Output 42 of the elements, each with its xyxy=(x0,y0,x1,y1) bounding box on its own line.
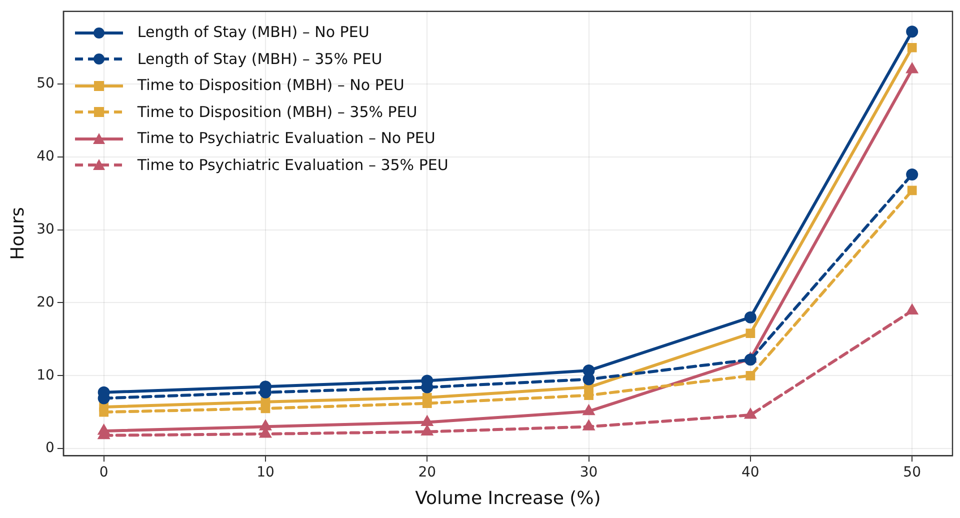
point xyxy=(260,397,270,407)
point xyxy=(745,409,756,419)
y-tick-label: 0 xyxy=(45,440,54,456)
point xyxy=(906,26,918,38)
point xyxy=(907,42,917,52)
y-tick-label: 20 xyxy=(36,294,54,310)
x-tick-label: 20 xyxy=(418,464,436,481)
point xyxy=(422,416,433,426)
legend-label: Time to Psychiatric Evaluation – 35% PEU xyxy=(137,154,448,176)
point xyxy=(906,304,918,315)
point xyxy=(422,392,432,402)
legend-label: Time to Psychiatric Evaluation – No PEU xyxy=(137,128,436,150)
point xyxy=(583,405,594,416)
legend-label: Length of Stay (MBH) – No PEU xyxy=(137,22,370,44)
point xyxy=(99,402,109,412)
point xyxy=(584,390,594,400)
y-tick-label: 30 xyxy=(36,221,54,238)
point xyxy=(584,382,594,392)
x-tick-label: 50 xyxy=(903,464,921,481)
point xyxy=(907,186,917,196)
point xyxy=(422,426,433,436)
x-tick-label: 40 xyxy=(742,464,760,481)
point xyxy=(260,420,271,430)
x-tick-label: 10 xyxy=(256,464,274,481)
point xyxy=(906,63,918,74)
point xyxy=(583,420,594,430)
legend-label: Time to Disposition (MBH) – 35% PEU xyxy=(137,102,418,123)
y-tick-label: 10 xyxy=(36,367,54,384)
point xyxy=(744,311,756,324)
y-tick-label: 50 xyxy=(36,76,54,92)
x-axis-title: Volume Increase (%) xyxy=(415,488,601,509)
point xyxy=(906,168,918,180)
point xyxy=(746,328,756,338)
legend-label: Length of Stay (MBH) – 35% PEU xyxy=(137,48,382,70)
x-tick-label: 30 xyxy=(580,464,598,481)
y-axis-title: Hours xyxy=(7,207,28,260)
x-tick-label: 0 xyxy=(99,464,108,481)
legend-label: Time to Disposition (MBH) – No PEU xyxy=(137,75,404,96)
y-tick-label: 40 xyxy=(36,148,54,165)
point xyxy=(744,354,756,366)
point xyxy=(746,370,756,380)
point xyxy=(98,425,110,435)
